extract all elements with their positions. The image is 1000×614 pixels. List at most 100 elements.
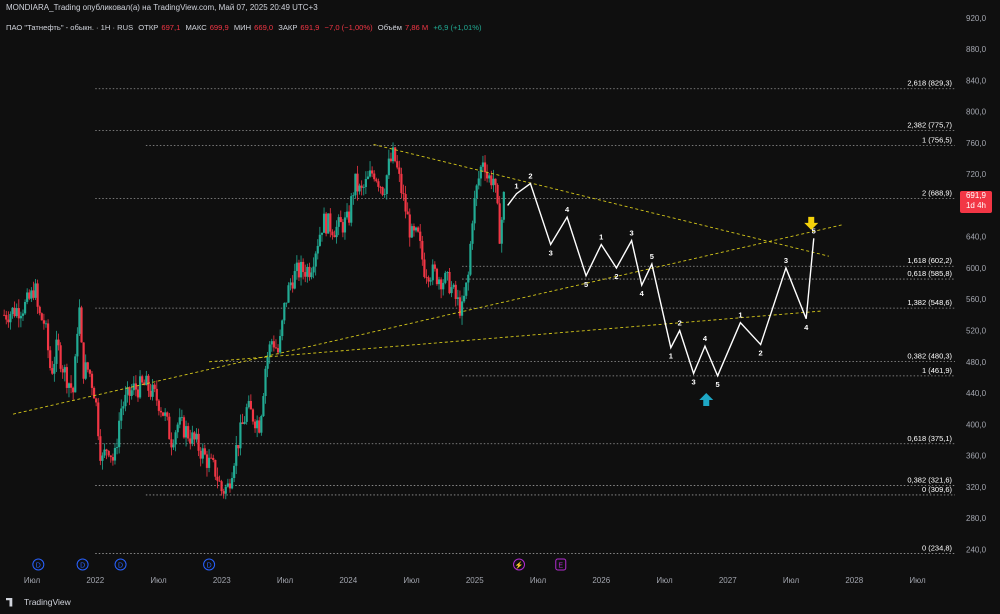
candle-body (161, 412, 165, 416)
candle-body (460, 301, 464, 316)
x-tick-label: Июл (277, 576, 294, 585)
candle-body (389, 158, 393, 162)
y-tick-label: 320,0 (966, 483, 987, 492)
candle-body (184, 426, 188, 438)
last-price-countdown: 1d 4h (965, 201, 987, 210)
candle-body (304, 272, 307, 277)
candle-body (203, 448, 206, 455)
fib-level-label: 0,382 (480,3) (907, 352, 952, 361)
y-tick-label: 440,0 (966, 389, 987, 398)
candle-body (433, 264, 436, 269)
candle-body (153, 384, 156, 389)
candle-body (377, 181, 380, 187)
candle-body (500, 219, 503, 244)
candle-body (207, 457, 211, 468)
candle-body (26, 292, 29, 302)
candle-body (157, 400, 160, 411)
event-marker-label: ⚡ (515, 561, 524, 570)
candle-body (414, 227, 418, 231)
candle-body (201, 448, 204, 459)
candle-body (408, 214, 411, 238)
x-tick-label: 2025 (466, 576, 484, 585)
x-tick-label: 2026 (592, 576, 610, 585)
candle-body (88, 369, 91, 374)
candle-body (450, 287, 453, 294)
y-tick-label: 840,0 (966, 76, 987, 85)
candle-body (400, 173, 403, 194)
wave-label: 2 (759, 349, 763, 358)
candle-body (345, 211, 349, 218)
fib-level-label: 0 (234,8) (922, 543, 953, 552)
volume-value: 7,86 M (405, 23, 429, 32)
high-value: 699,9 (209, 23, 229, 32)
footer-brand[interactable]: TradingView (6, 597, 71, 607)
candle-body (105, 449, 108, 451)
candle-body (283, 302, 286, 321)
candle-body (316, 245, 319, 254)
candle-body (488, 175, 491, 179)
candle-body (42, 320, 45, 324)
fib-level-label: 0,382 (321,6) (907, 476, 952, 485)
candle-body (373, 173, 376, 180)
candle-body (276, 348, 280, 353)
candle-body (310, 272, 313, 278)
candle-body (109, 455, 112, 458)
candle-body (172, 444, 175, 448)
candle-body (417, 227, 420, 232)
candle-body (101, 455, 104, 461)
candle-body (383, 193, 386, 195)
close-label: ЗАКР (278, 23, 298, 32)
x-tick-label: Июл (150, 576, 167, 585)
candle-body (260, 416, 263, 433)
candle-body (320, 232, 324, 235)
candle-body (299, 261, 303, 278)
wave-label: 3 (549, 249, 553, 258)
x-tick-label: Июл (783, 576, 800, 585)
candle-body (249, 400, 252, 410)
candle-body (264, 368, 267, 397)
candle-body (446, 271, 449, 273)
wave-label: 4 (640, 289, 645, 298)
candle-body (429, 280, 432, 282)
candle-body (454, 284, 457, 299)
trendline (12, 224, 842, 415)
candle-body (19, 315, 22, 319)
x-tick-label: 2024 (339, 576, 357, 585)
candle-body (440, 279, 443, 290)
candle-body (168, 416, 171, 440)
trendline (373, 144, 830, 257)
candle-body (471, 223, 474, 244)
candle-body (7, 319, 10, 323)
candle-body (38, 306, 41, 314)
candle-body (128, 387, 131, 396)
candle-body (404, 194, 407, 212)
candle-body (287, 285, 290, 303)
event-marker-label: D (36, 563, 41, 570)
candle-body (375, 179, 378, 182)
candle-body (118, 420, 121, 448)
symbol-name[interactable]: ПАО "Татнефть" - обыкн. · 1Н · RUS (6, 23, 134, 32)
y-tick-label: 360,0 (966, 452, 987, 461)
candle-body (327, 213, 330, 234)
candle-body (465, 282, 468, 296)
candle-body (210, 457, 213, 459)
candle-body (195, 433, 198, 440)
candle-body (337, 217, 340, 227)
wave-label: 1 (514, 182, 518, 191)
candle-body (235, 445, 238, 466)
candle-body (228, 483, 232, 489)
candle-body (126, 387, 129, 395)
fib-level-label: 1 (461,9) (922, 366, 953, 375)
candle-body (218, 480, 221, 482)
candle-body (297, 262, 301, 278)
fib-level-label: 2 (688,9) (922, 188, 953, 197)
wave-label: 1 (669, 352, 673, 361)
candle-body (371, 170, 374, 174)
candle-body (490, 175, 493, 186)
wave-label: 2 (528, 172, 532, 181)
candle-body (410, 226, 413, 238)
candle-body (11, 307, 14, 315)
candle-body (155, 388, 158, 401)
y-tick-label: 520,0 (966, 326, 987, 335)
